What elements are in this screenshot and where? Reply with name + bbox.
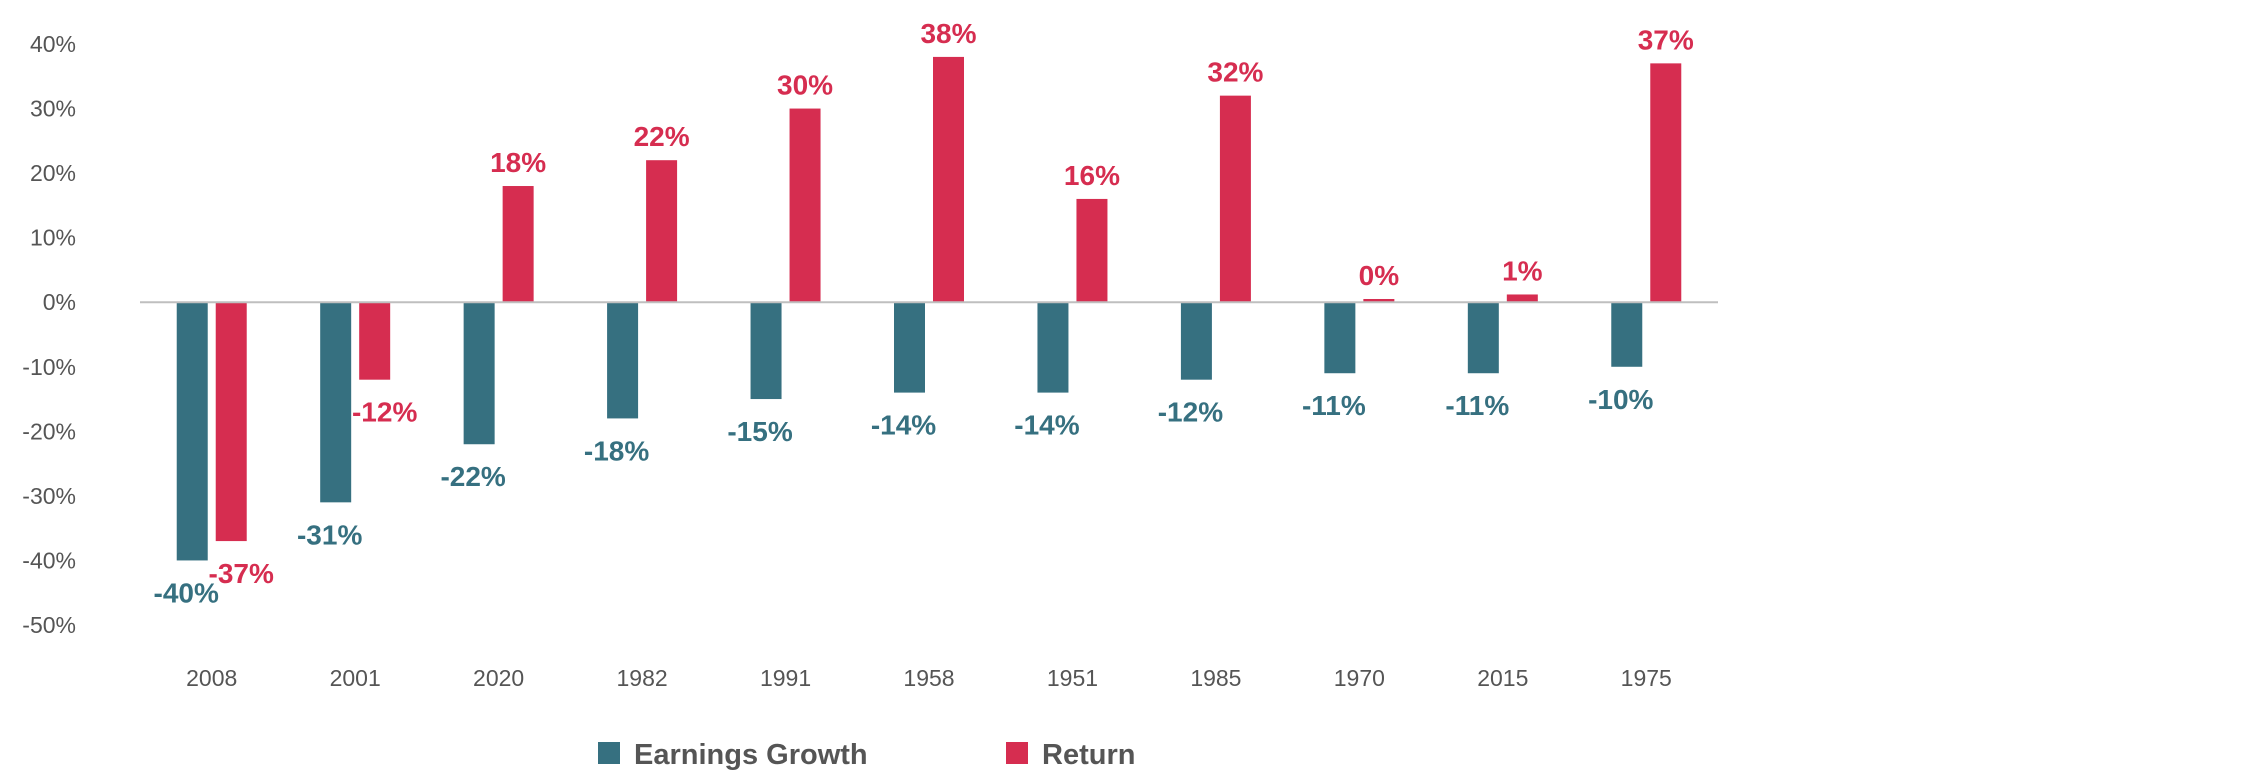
return-label-1970: 0% — [1359, 260, 1400, 291]
return-label-2008: -37% — [209, 558, 274, 589]
earnings-growth-label-2020: -22% — [440, 461, 505, 492]
earnings-growth-bar-1951 — [1037, 302, 1069, 393]
x-tick-label-1958: 1958 — [903, 665, 954, 691]
x-tick-label-2015: 2015 — [1477, 665, 1528, 691]
x-tick-label-1951: 1951 — [1047, 665, 1098, 691]
earnings-growth-label-1991: -15% — [727, 416, 792, 447]
return-label-2020: 18% — [490, 147, 546, 178]
earnings-growth-bar-2001 — [320, 302, 352, 503]
earnings-growth-label-1982: -18% — [584, 435, 649, 466]
return-label-1958: 38% — [920, 18, 976, 49]
x-tick-label-2008: 2008 — [186, 665, 237, 691]
return-bar-2001 — [359, 302, 391, 380]
earnings-growth-label-1951: -14% — [1014, 410, 1079, 441]
legend-swatch-return — [1006, 742, 1028, 764]
x-tick-label-1985: 1985 — [1190, 665, 1241, 691]
return-bar-1982 — [646, 160, 678, 303]
y-tick-label: -50% — [22, 612, 76, 638]
earnings-growth-label-1970: -11% — [1302, 390, 1366, 421]
legend-swatch-earnings-growth — [598, 742, 620, 764]
return-bar-1951 — [1076, 198, 1108, 303]
earnings-growth-label-2015: -11% — [1445, 390, 1509, 421]
x-tick-label-1991: 1991 — [760, 665, 811, 691]
return-bar-1958 — [933, 56, 964, 303]
legend-label-earnings-growth: Earnings Growth — [634, 739, 868, 771]
y-tick-label: 40% — [30, 31, 76, 57]
earnings-growth-label-1985: -12% — [1158, 397, 1223, 428]
return-label-1975: 37% — [1638, 24, 1694, 55]
return-label-2001: -12% — [352, 397, 417, 428]
return-label-2015: 1% — [1502, 255, 1543, 286]
return-label-1985: 32% — [1207, 57, 1263, 88]
return-bar-1975 — [1650, 63, 1682, 303]
earnings-growth-bar-2020 — [463, 302, 495, 445]
bars — [176, 56, 1682, 561]
earnings-growth-bar-1985 — [1180, 302, 1212, 380]
earnings-growth-label-2008: -40% — [154, 577, 219, 608]
y-tick-label: 0% — [43, 289, 76, 315]
earnings-growth-bar-1958 — [894, 302, 925, 393]
earnings-growth-bar-2008 — [176, 302, 208, 561]
x-tick-label-2020: 2020 — [473, 665, 524, 691]
earnings-growth-bar-2015 — [1467, 302, 1499, 374]
y-tick-label: -10% — [22, 354, 76, 380]
earnings-growth-bar-1982 — [607, 302, 639, 419]
x-tick-label-1975: 1975 — [1621, 665, 1672, 691]
legend: Earnings Growth Return — [598, 739, 1135, 771]
legend-label-return: Return — [1042, 739, 1135, 771]
return-bar-1985 — [1219, 95, 1251, 303]
earnings-growth-label-2001: -31% — [297, 519, 362, 550]
earnings-growth-bar-1991 — [750, 302, 782, 400]
return-label-1982: 22% — [634, 121, 690, 152]
y-tick-label: 30% — [30, 96, 76, 122]
y-tick-label: -20% — [22, 418, 76, 444]
return-bar-2015 — [1506, 294, 1538, 303]
earnings-growth-bar-1975 — [1611, 302, 1643, 367]
y-tick-label: 20% — [30, 160, 76, 186]
earnings-growth-bar-1970 — [1324, 302, 1356, 374]
return-bar-2020 — [502, 186, 534, 303]
return-bar-2008 — [215, 302, 247, 542]
x-tick-label-1982: 1982 — [617, 665, 668, 691]
data-labels: -40%-37% -31% -12% -22% 18% -18% 22% -15% 30% -14… — [154, 18, 1694, 609]
x-tick-label-1970: 1970 — [1334, 665, 1385, 691]
earnings-growth-label-1975: -10% — [1588, 384, 1653, 415]
x-axis: 2008 2001 2020 1982 1991 1958 1951 1985 1970 2015… — [186, 665, 1672, 691]
return-label-1991: 30% — [777, 70, 833, 101]
return-label-1951: 16% — [1064, 160, 1120, 191]
y-axis: 40% 30% 20% 10% 0% -10% -20% -30% -40% -50% — [22, 31, 76, 638]
return-bar-1970 — [1363, 298, 1395, 303]
y-tick-label: 10% — [30, 225, 76, 251]
earnings-growth-label-1958: -14% — [871, 410, 936, 441]
y-tick-label: -30% — [22, 483, 76, 509]
y-tick-label: -40% — [22, 547, 76, 573]
return-bar-1991 — [789, 108, 821, 303]
x-tick-label-2001: 2001 — [330, 665, 381, 691]
